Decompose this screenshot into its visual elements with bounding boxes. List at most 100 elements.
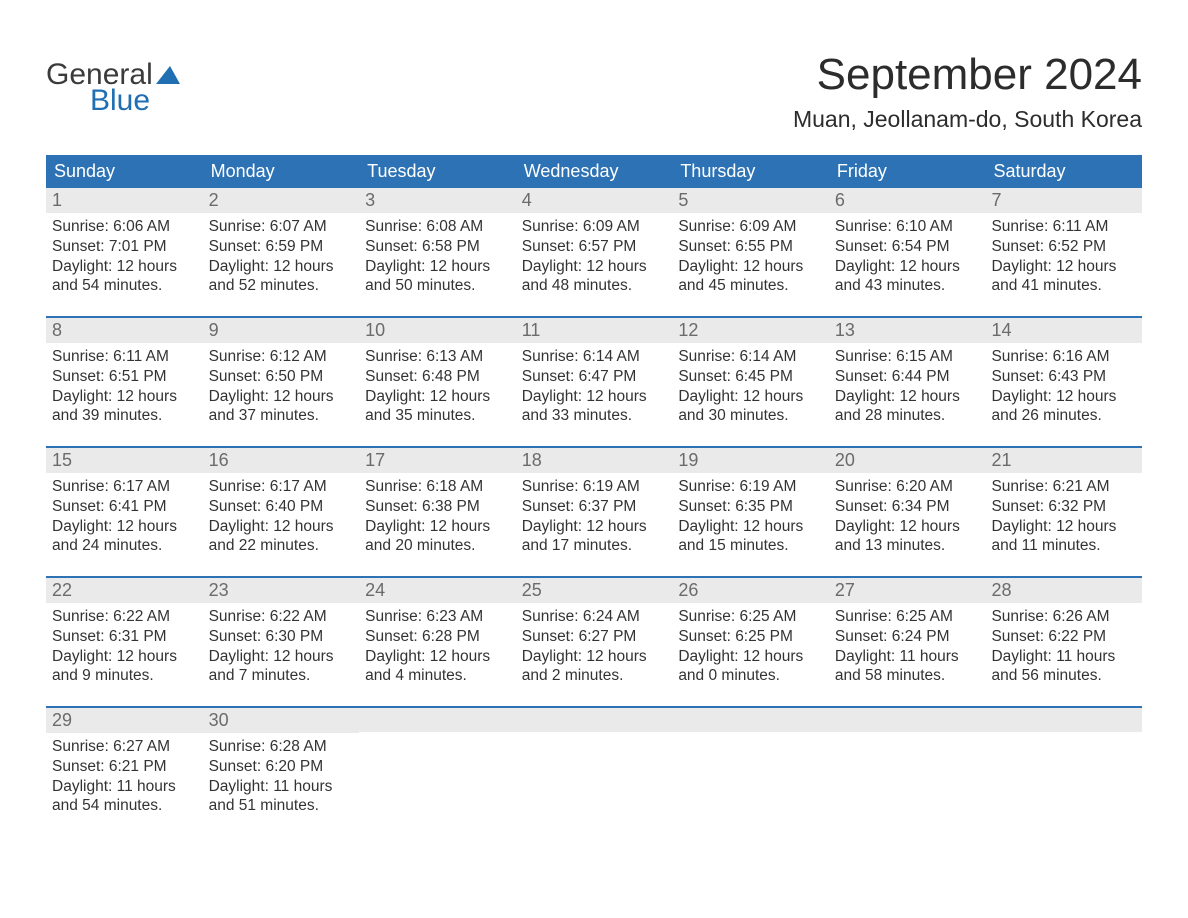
daylight-value-1: 12 hours — [1056, 388, 1116, 405]
daylight-value-1: 12 hours — [900, 388, 960, 405]
daylight-label: Daylight: — [835, 648, 900, 665]
day-number: 16 — [209, 450, 229, 470]
sunrise-label: Sunrise: — [835, 478, 896, 495]
sunset-line: Sunset: 6:58 PM — [365, 237, 510, 257]
sunset-line: Sunset: 6:37 PM — [522, 497, 667, 517]
day-number: 1 — [52, 190, 62, 210]
sunrise-line: Sunrise: 6:09 AM — [678, 217, 823, 237]
daylight-label: Daylight: — [678, 258, 743, 275]
daylight-line-2: and 0 minutes. — [678, 666, 823, 686]
day-number: 27 — [835, 580, 855, 600]
sunrise-label: Sunrise: — [991, 218, 1052, 235]
sunrise-label: Sunrise: — [52, 608, 113, 625]
day-number: 19 — [678, 450, 698, 470]
sunset-value: 6:24 PM — [892, 628, 950, 645]
sunset-value: 6:22 PM — [1048, 628, 1106, 645]
sunrise-label: Sunrise: — [678, 608, 739, 625]
sunset-value: 6:40 PM — [265, 498, 323, 515]
calendar-day-cell: 10 Sunrise: 6:13 AMSunset: 6:48 PMDayligh… — [359, 318, 516, 436]
day-number: 10 — [365, 320, 385, 340]
calendar-day-cell: 24Sunrise: 6:23 AMSunset: 6:28 PMDayligh… — [359, 578, 516, 696]
daylight-line-2: and 20 minutes. — [365, 536, 510, 556]
sunrise-line: Sunrise: 6:09 AM — [522, 217, 667, 237]
day-details: Sunrise: 6:08 AMSunset: 6:58 PMDaylight:… — [359, 213, 516, 304]
sunrise-line: Sunrise: 6:15 AM — [835, 347, 980, 367]
sunset-line: Sunset: 6:45 PM — [678, 367, 823, 387]
day-number-row: 1 — [46, 188, 203, 213]
day-number-row: 18 — [516, 448, 673, 473]
daylight-value-1: 12 hours — [273, 388, 333, 405]
daylight-value-1: 12 hours — [273, 258, 333, 275]
brand-name-part2: Blue — [90, 86, 180, 116]
day-number-row: 10 — [359, 318, 516, 343]
day-details: Sunrise: 6:14 AMSunset: 6:47 PMDaylight:… — [516, 343, 673, 434]
sunrise-value: 6:21 AM — [1053, 478, 1110, 495]
daylight-line-2: and 35 minutes. — [365, 406, 510, 426]
daylight-line-2: and 45 minutes. — [678, 276, 823, 296]
day-number-row: 30 — [203, 708, 360, 733]
daylight-label: Daylight: — [52, 518, 117, 535]
sunset-label: Sunset: — [365, 368, 422, 385]
day-number-row: 12 — [672, 318, 829, 343]
sunset-label: Sunset: — [835, 368, 892, 385]
sunrise-label: Sunrise: — [835, 348, 896, 365]
daylight-line-1: Daylight: 12 hours — [365, 257, 510, 277]
daylight-line-1: Daylight: 12 hours — [52, 387, 197, 407]
daylight-value-1: 11 hours — [900, 648, 959, 665]
daylight-line-2: and 33 minutes. — [522, 406, 667, 426]
sunrise-label: Sunrise: — [52, 218, 113, 235]
day-details: Sunrise: 6:13 AMSunset: 6:48 PMDaylight:… — [359, 343, 516, 434]
sunrise-value: 6:27 AM — [113, 738, 170, 755]
daylight-line-1: Daylight: 12 hours — [991, 387, 1136, 407]
sunrise-value: 6:23 AM — [426, 608, 483, 625]
calendar-day-cell: 23Sunrise: 6:22 AMSunset: 6:30 PMDayligh… — [203, 578, 360, 696]
day-of-week-header-row: SundayMondayTuesdayWednesdayThursdayFrid… — [46, 155, 1142, 188]
daylight-value-1: 12 hours — [1056, 518, 1116, 535]
day-of-week-header: Monday — [203, 155, 360, 188]
sunrise-value: 6:12 AM — [270, 348, 327, 365]
sunset-label: Sunset: — [52, 368, 109, 385]
sunrise-line: Sunrise: 6:22 AM — [209, 607, 354, 627]
sunset-label: Sunset: — [52, 238, 109, 255]
sunset-value: 6:32 PM — [1048, 498, 1106, 515]
sunrise-value: 6:11 AM — [1053, 218, 1109, 235]
daylight-line-2: and 37 minutes. — [209, 406, 354, 426]
sunrise-label: Sunrise: — [835, 218, 896, 235]
day-number: 11 — [522, 320, 541, 340]
daylight-value-1: 12 hours — [900, 258, 960, 275]
daylight-value-1: 12 hours — [743, 518, 803, 535]
sunset-line: Sunset: 6:52 PM — [991, 237, 1136, 257]
calendar-day-cell: 29Sunrise: 6:27 AMSunset: 6:21 PMDayligh… — [46, 708, 203, 826]
daylight-line-2: and 51 minutes. — [209, 796, 354, 816]
day-number-row: 28 — [985, 578, 1142, 603]
sunrise-line: Sunrise: 6:11 AM — [991, 217, 1136, 237]
day-number: 5 — [678, 190, 688, 210]
daylight-line-1: Daylight: 12 hours — [52, 257, 197, 277]
sunset-value: 6:58 PM — [422, 238, 480, 255]
day-of-week-header: Wednesday — [516, 155, 673, 188]
location-subtitle: Muan, Jeollanam-do, South Korea — [793, 106, 1142, 133]
daylight-line-1: Daylight: 12 hours — [991, 257, 1136, 277]
daylight-line-2: and 2 minutes. — [522, 666, 667, 686]
daylight-label: Daylight: — [365, 518, 430, 535]
sunrise-label: Sunrise: — [991, 478, 1052, 495]
sunset-line: Sunset: 6:31 PM — [52, 627, 197, 647]
day-number: 14 — [991, 320, 1011, 340]
sunset-value: 6:47 PM — [579, 368, 637, 385]
day-number: 24 — [365, 580, 385, 600]
sunset-value: 6:54 PM — [892, 238, 950, 255]
sunrise-line: Sunrise: 6:28 AM — [209, 737, 354, 757]
daylight-line-2: and 11 minutes. — [991, 536, 1136, 556]
sunset-label: Sunset: — [522, 368, 579, 385]
sunrise-label: Sunrise: — [209, 218, 270, 235]
calendar-day-cell — [829, 708, 986, 826]
sunset-line: Sunset: 6:20 PM — [209, 757, 354, 777]
day-details: Sunrise: 6:19 AMSunset: 6:35 PMDaylight:… — [672, 473, 829, 564]
daylight-value-1: 12 hours — [586, 518, 646, 535]
sunrise-label: Sunrise: — [52, 348, 113, 365]
daylight-value-1: 11 hours — [117, 778, 176, 795]
sunrise-line: Sunrise: 6:23 AM — [365, 607, 510, 627]
day-number: 21 — [991, 450, 1011, 470]
sunset-value: 6:57 PM — [579, 238, 637, 255]
sunrise-value: 6:09 AM — [583, 218, 640, 235]
